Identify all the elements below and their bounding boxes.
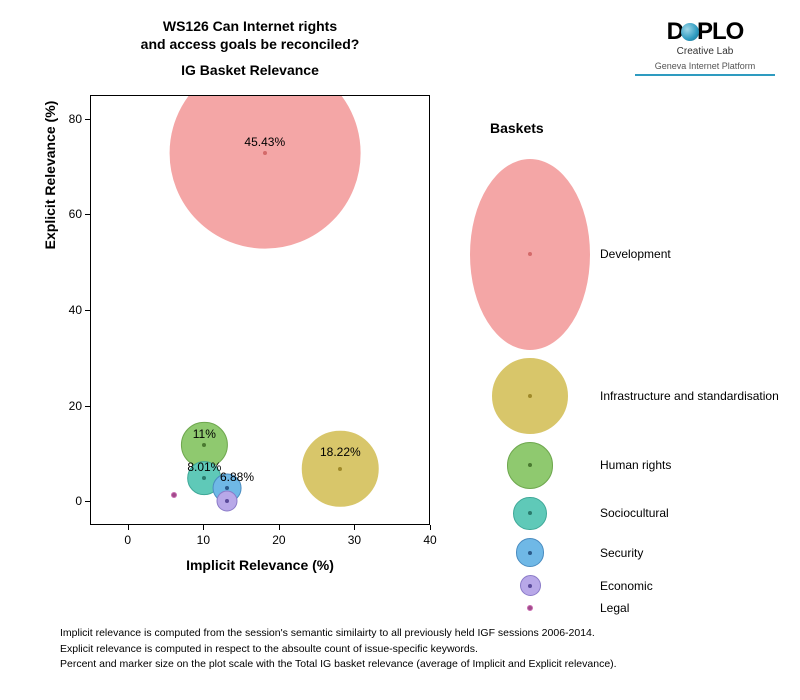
footnote-line: Implicit relevance is computed from the … xyxy=(60,626,760,641)
legend-swatch xyxy=(470,159,590,350)
y-tick xyxy=(85,214,90,215)
y-tick-label: 80 xyxy=(60,112,82,126)
legend-swatch-wrap xyxy=(470,354,590,439)
legend-label: Development xyxy=(600,247,671,261)
plot-area: 45.43% 18.22% 11% 8.01%6.88% xyxy=(90,95,430,525)
legend-swatch-dot xyxy=(528,606,532,610)
bubble-center-dot xyxy=(225,486,229,490)
chart-subtitle: IG Basket Relevance xyxy=(50,62,450,78)
chart-title: WS126 Can Internet rights and access goa… xyxy=(50,18,450,53)
plot-border: 45.43% 18.22% 11% 8.01%6.88% xyxy=(90,95,430,525)
bubble-label: 18.22% xyxy=(320,445,361,459)
brand-logo: DPLO xyxy=(635,20,775,44)
bubble-center-dot xyxy=(202,476,206,480)
bubble-label: 45.43% xyxy=(244,135,285,149)
y-tick-label: 20 xyxy=(60,399,82,413)
legend-swatch-dot xyxy=(528,463,532,467)
legend-item: Security xyxy=(470,534,770,571)
x-tick-label: 0 xyxy=(124,533,131,547)
legend-label: Security xyxy=(600,546,643,560)
legend-swatch-wrap xyxy=(470,571,590,600)
y-axis-label: Explicit Relevance (%) xyxy=(42,0,58,390)
x-tick-label: 40 xyxy=(423,533,436,547)
bubble-center-dot xyxy=(172,493,176,497)
legend-swatch xyxy=(516,538,545,567)
x-tick-label: 10 xyxy=(197,533,210,547)
legend-swatch xyxy=(527,605,533,611)
legend-item: Infrastructure and standardisation xyxy=(470,354,770,439)
legend-item: Development xyxy=(470,155,770,354)
x-tick xyxy=(128,525,129,530)
x-tick xyxy=(279,525,280,530)
y-tick xyxy=(85,406,90,407)
title-line-2: and access goals be reconciled? xyxy=(141,36,360,52)
legend-swatch-wrap xyxy=(470,155,590,354)
bubble-center-dot xyxy=(202,443,206,447)
legend-item: Human rights xyxy=(470,438,770,492)
legend-label: Legal xyxy=(600,601,629,615)
x-tick-label: 20 xyxy=(272,533,285,547)
bubble xyxy=(169,95,360,249)
legend-label: Economic xyxy=(600,579,653,593)
brand-sub1: Creative Lab xyxy=(635,46,775,57)
footnote-line: Explicit relevance is computed in respec… xyxy=(60,642,760,657)
y-tick-label: 60 xyxy=(60,207,82,221)
bubble-label: 8.01% xyxy=(187,460,221,474)
x-axis-label: Implicit Relevance (%) xyxy=(90,557,430,573)
bubble-label: 6.88% xyxy=(220,470,254,484)
legend-swatch-dot xyxy=(528,511,532,515)
y-tick xyxy=(85,501,90,502)
legend-swatch-wrap xyxy=(470,534,590,571)
bubble-center-dot xyxy=(338,467,342,471)
bubble-center-dot xyxy=(225,499,229,503)
globe-icon xyxy=(681,23,699,41)
legend-label: Infrastructure and standardisation xyxy=(600,389,779,403)
legend: Development Infrastructure and standardis… xyxy=(470,155,770,616)
footnote-line: Percent and marker size on the plot scal… xyxy=(60,657,760,672)
x-tick-label: 30 xyxy=(348,533,361,547)
title-line-1: WS126 Can Internet rights xyxy=(163,18,337,34)
legend-swatch-wrap xyxy=(470,438,590,492)
legend-swatch-wrap xyxy=(470,493,590,535)
legend-label: Human rights xyxy=(600,458,671,472)
legend-swatch xyxy=(492,358,569,435)
legend-label: Sociocultural xyxy=(600,506,669,520)
brand-sub2: Geneva Internet Platform xyxy=(635,61,775,76)
footnote: Implicit relevance is computed from the … xyxy=(60,626,760,672)
legend-swatch-dot xyxy=(528,584,532,588)
legend-swatch xyxy=(507,442,553,488)
legend-swatch-dot xyxy=(528,551,532,555)
y-tick-label: 0 xyxy=(60,494,82,508)
x-tick xyxy=(203,525,204,530)
legend-swatch-dot xyxy=(528,252,532,256)
y-tick-label: 40 xyxy=(60,303,82,317)
y-tick xyxy=(85,119,90,120)
legend-item: Economic xyxy=(470,571,770,600)
legend-swatch-dot xyxy=(528,394,532,398)
x-tick xyxy=(354,525,355,530)
x-tick xyxy=(430,525,431,530)
legend-title: Baskets xyxy=(490,120,544,136)
brand-block: DPLO Creative Lab Geneva Internet Platfo… xyxy=(635,20,775,76)
legend-item: Legal xyxy=(470,600,770,616)
bubble-center-dot xyxy=(263,151,267,155)
bubble-label: 11% xyxy=(193,427,216,441)
legend-item: Sociocultural xyxy=(470,493,770,535)
legend-swatch-wrap xyxy=(470,600,590,616)
legend-swatch xyxy=(520,575,541,596)
y-tick xyxy=(85,310,90,311)
legend-swatch xyxy=(513,497,547,531)
